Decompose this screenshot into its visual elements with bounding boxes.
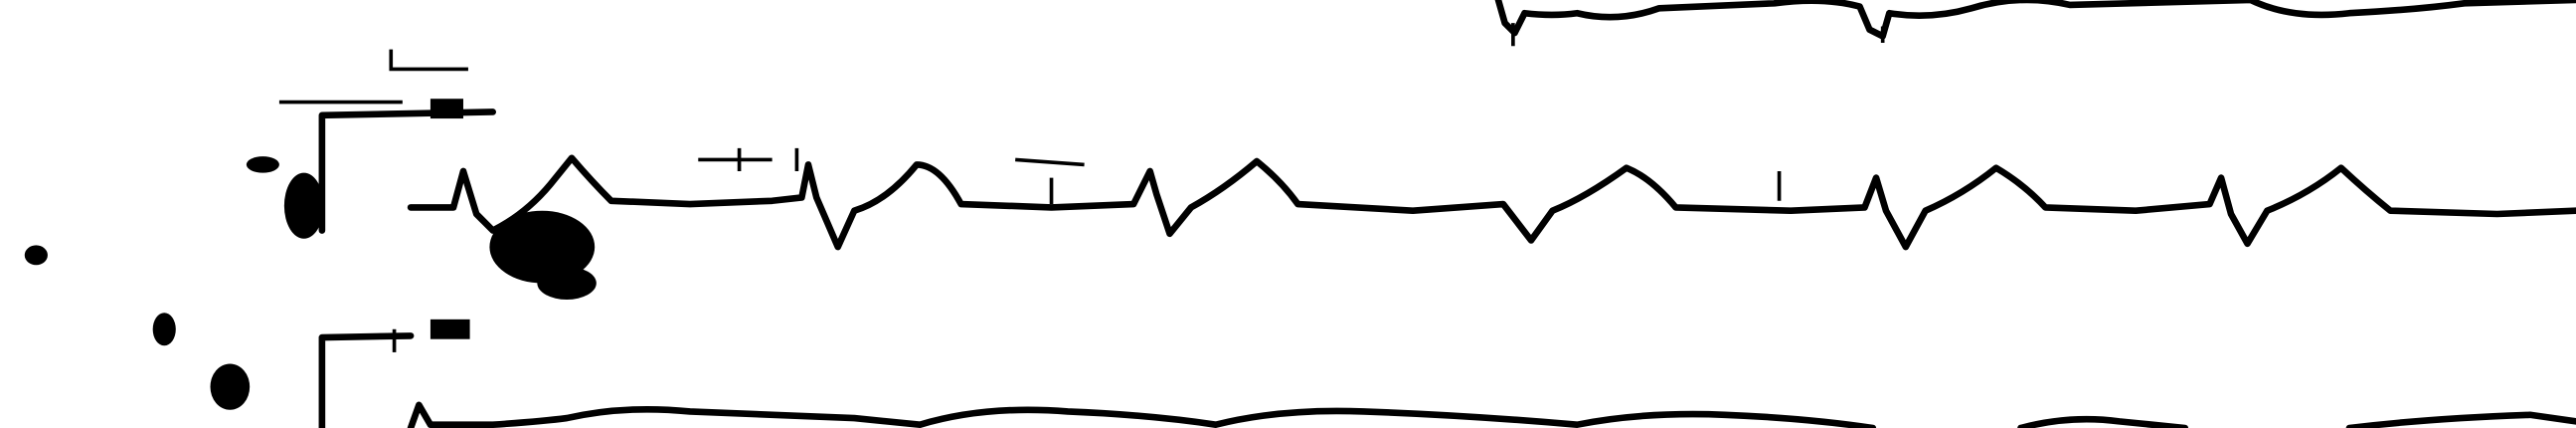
blob — [210, 363, 251, 410]
ecg-trace-top — [1494, 0, 2576, 40]
blob — [283, 172, 324, 239]
ecg-trace-bottom — [407, 401, 2576, 428]
marker — [278, 49, 468, 105]
blob — [429, 99, 463, 119]
blob — [246, 156, 279, 173]
blob — [537, 266, 597, 300]
blob — [152, 313, 176, 346]
blob — [24, 245, 48, 266]
marker — [1511, 23, 1885, 47]
blob — [429, 319, 470, 339]
calibration-pulse — [318, 332, 415, 428]
ecg-trace-middle — [407, 154, 2576, 251]
marker — [698, 147, 1782, 205]
blob — [489, 210, 596, 284]
